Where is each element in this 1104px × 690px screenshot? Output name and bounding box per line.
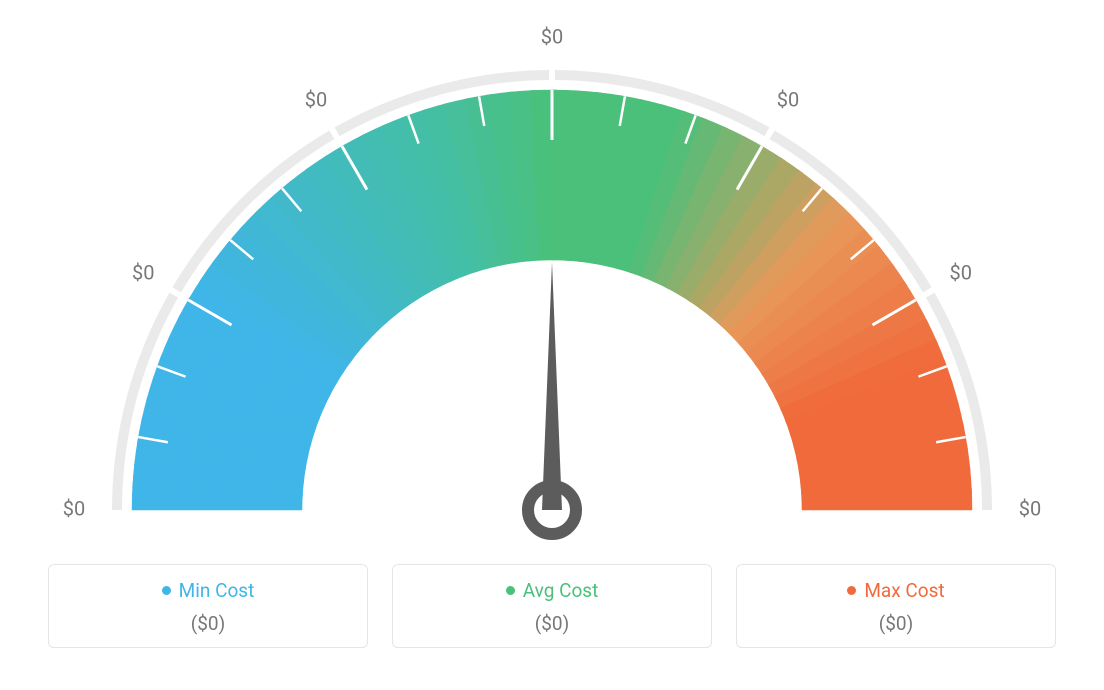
legend-top: Min Cost [49, 579, 367, 602]
legend-dot-min [162, 586, 171, 595]
gauge-tick-label: $0 [541, 24, 563, 48]
gauge-tick-label: $0 [777, 88, 799, 112]
gauge-container: $0 $0 $0 $0 $0 $0 $0 [0, 0, 1104, 560]
legend-top: Max Cost [737, 579, 1055, 602]
legend-top: Avg Cost [393, 579, 711, 602]
gauge-tick-label: $0 [63, 496, 85, 520]
legend-label-avg: Avg Cost [523, 579, 599, 602]
legend-card-avg: Avg Cost ($0) [392, 564, 712, 648]
gauge-tick-label: $0 [1019, 496, 1041, 520]
legend-label-max: Max Cost [864, 579, 944, 602]
legend-value-max: ($0) [737, 612, 1055, 635]
legend-card-max: Max Cost ($0) [736, 564, 1056, 648]
legend-row: Min Cost ($0) Avg Cost ($0) Max Cost ($0… [0, 564, 1104, 648]
gauge-tick-label: $0 [950, 260, 972, 284]
legend-card-min: Min Cost ($0) [48, 564, 368, 648]
legend-label-min: Min Cost [179, 579, 255, 602]
gauge-tick-label: $0 [305, 88, 327, 112]
legend-dot-avg [506, 586, 515, 595]
gauge-svg: $0 $0 $0 $0 $0 $0 $0 [0, 0, 1104, 560]
legend-value-min: ($0) [49, 612, 367, 635]
gauge-tick-label: $0 [132, 260, 154, 284]
legend-dot-max [847, 586, 856, 595]
legend-value-avg: ($0) [393, 612, 711, 635]
gauge-needle [528, 262, 576, 534]
